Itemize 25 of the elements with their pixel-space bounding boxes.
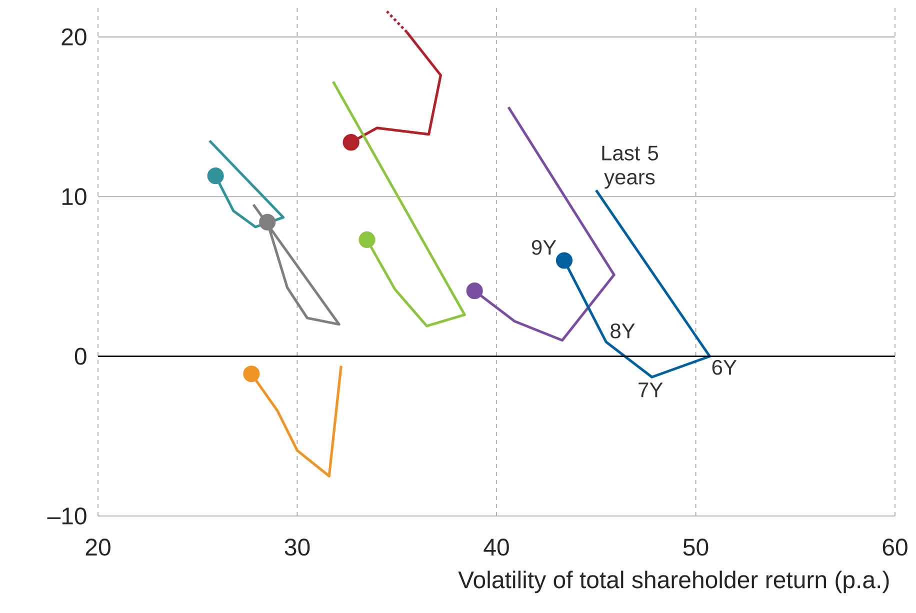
y-tick-label: 0 <box>74 348 86 365</box>
annotation: Last 5 years <box>602 146 658 189</box>
annotation: 7Y <box>638 382 663 398</box>
x-axis-title: Volatility of total shareholder return (p.a.) <box>458 570 889 594</box>
point <box>556 252 573 269</box>
line-series <box>208 139 285 228</box>
point <box>342 134 360 151</box>
y-tick-label: 20 <box>62 28 86 46</box>
x-tick-label: 40 <box>484 538 509 556</box>
x-tick-label: 60 <box>882 538 908 556</box>
point <box>466 282 483 300</box>
x-tick-label: 50 <box>683 538 708 556</box>
point <box>358 231 376 248</box>
annotation: 6Y <box>712 360 737 375</box>
x-tick-label: 20 <box>86 538 110 556</box>
point <box>243 366 260 382</box>
y-tick-label: –10 <box>47 507 86 524</box>
x-tick-label: 30 <box>284 538 310 556</box>
point <box>207 168 224 184</box>
annotation: 9Y <box>532 240 556 255</box>
annotation: 8Y <box>610 323 635 338</box>
line-series <box>252 203 340 326</box>
y-tick-label: 10 <box>62 188 86 206</box>
line-series <box>332 80 466 328</box>
point <box>259 214 276 230</box>
